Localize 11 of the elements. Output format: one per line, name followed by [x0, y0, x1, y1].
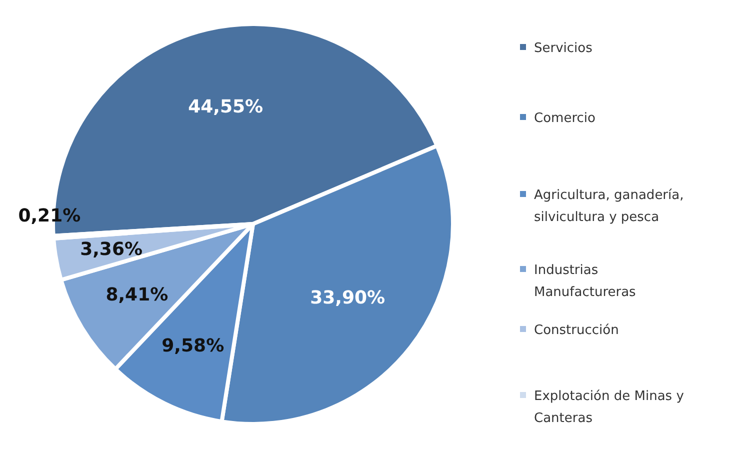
data-label: 33,90%	[310, 287, 386, 308]
legend-label: Construcción	[534, 322, 619, 338]
data-label: 8,41%	[106, 284, 168, 306]
data-label: 44,55%	[188, 96, 264, 118]
data-label: 3,36%	[80, 239, 143, 260]
legend-label: Industrias Manufactureras	[534, 262, 636, 300]
legend-label: Servicios	[534, 40, 593, 56]
legend-label: Explotación de Minas y Canteras	[534, 388, 684, 426]
legend-label: Comercio	[534, 110, 596, 126]
legend-label: Agricultura, ganadería, silvicultura y pesca	[534, 188, 684, 224]
data-label: 9,58%	[162, 335, 224, 356]
